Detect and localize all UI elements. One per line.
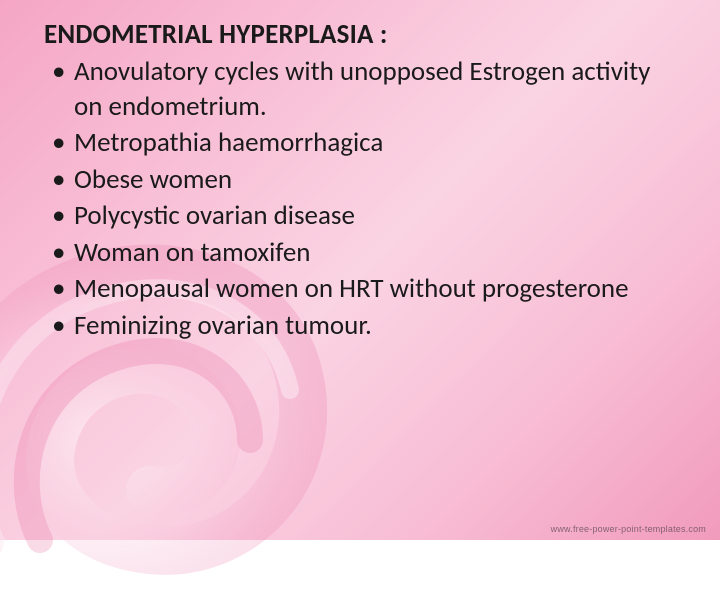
list-item: Metropathia haemorrhagica <box>44 126 680 161</box>
list-item: Menopausal women on HRT without progeste… <box>44 272 680 307</box>
list-item: Anovulatory cycles with unopposed Estrog… <box>44 55 680 124</box>
watermark-text: www.free-power-point-templates.com <box>551 524 706 534</box>
slide-title: ENDOMETRIAL HYPERPLASIA : <box>44 18 680 51</box>
list-item: Polycystic ovarian disease <box>44 199 680 234</box>
list-item: Feminizing ovarian tumour. <box>44 309 680 344</box>
slide-content: ENDOMETRIAL HYPERPLASIA : Anovulatory cy… <box>0 0 720 343</box>
list-item: Obese women <box>44 163 680 198</box>
bullet-list: Anovulatory cycles with unopposed Estrog… <box>44 55 680 343</box>
list-item: Woman on tamoxifen <box>44 236 680 271</box>
